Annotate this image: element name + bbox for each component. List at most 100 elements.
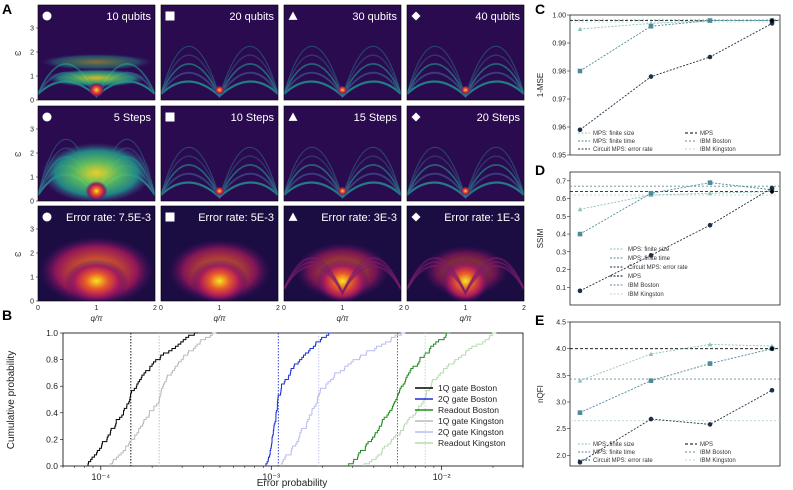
dispersion-arc — [161, 146, 278, 199]
heatmap-label: 20 Steps — [477, 112, 521, 124]
y-tick-label: 0.99 — [552, 41, 566, 48]
panel-label-a: A — [2, 1, 12, 17]
heatmap-label: Error rate: 3E-3 — [321, 212, 397, 224]
q-xlabel: q/π — [213, 314, 226, 323]
legend: MPS: finite size MPS: finite time Circuit … — [610, 247, 688, 298]
legend-entry: MPS: finite size — [593, 442, 635, 448]
dispersion-arc — [284, 45, 401, 98]
y-tick-label: 0.6 — [556, 196, 566, 203]
spectral-glow — [41, 54, 152, 70]
heatmap-frame — [283, 4, 402, 101]
metric-panels: 0.95 0.96 0.97 0.98 0.99 1.00 1-MSE MPS: finite… — [536, 13, 781, 467]
y-tick-label: 0 — [30, 98, 34, 105]
panel-label-e: E — [535, 312, 544, 328]
heatmap-panel: 40 qubits — [406, 4, 525, 101]
square-marker — [165, 112, 175, 122]
cdf-step-line — [265, 332, 333, 466]
y-tick-label: 0 — [30, 199, 34, 206]
heatmap-label: 10 Steps — [231, 112, 275, 124]
spectral-peak — [64, 259, 129, 301]
ylabel: 1-MSE — [536, 73, 545, 97]
heatmap-panel: Error rate: 5E-3 0 1 2 q/π — [159, 205, 280, 323]
series-line — [579, 348, 773, 414]
legend-entry: MPS: finite time — [593, 450, 636, 456]
legend-entry: MPS — [628, 274, 641, 280]
y-tick-label: 0.96 — [552, 125, 566, 132]
y-tick-label: 0.98 — [552, 69, 566, 76]
y-tick-label: 2.5 — [556, 426, 566, 433]
heatmap-frame — [160, 205, 279, 302]
data-point — [707, 222, 713, 228]
x-tick-label: 2 — [153, 305, 157, 312]
spectral-peak — [460, 85, 471, 95]
dispersion-arc — [407, 54, 524, 99]
spectral-glow — [41, 143, 152, 201]
x-tick-label: 1 — [341, 305, 345, 312]
spectral-peak — [88, 82, 105, 98]
data-point — [769, 387, 775, 393]
spectral-peak — [460, 186, 471, 196]
y-tick-label: 0.6 — [46, 381, 58, 391]
heatmap-panel: Error rate: 3E-3 0 1 2 q/π — [282, 205, 403, 323]
legend-entry: Circuit MPS: error rate — [628, 265, 688, 271]
legend: MPS: finite size MPS: finite time Circuit … — [578, 131, 736, 153]
x-tick-label: 1 — [218, 305, 222, 312]
x-tick-label: 0 — [159, 305, 163, 312]
legend-entry: 2Q gate Boston — [438, 394, 497, 404]
series-line — [579, 191, 773, 210]
legend-entry: MPS: finite time — [593, 139, 636, 145]
legend-entry: IBM Boston — [700, 450, 731, 456]
cdf-step-line — [348, 332, 451, 466]
legend-entry: Circuit MPS: error rate — [593, 147, 653, 153]
legend-entry: Readout Kingston — [438, 438, 506, 448]
x-tick-label: 10⁻² — [433, 472, 451, 482]
legend-entry: MPS — [700, 442, 713, 448]
data-point — [577, 127, 583, 133]
y-tick-label: 3 — [30, 127, 34, 134]
dispersion-arc — [161, 54, 278, 99]
dispersion-arc — [407, 257, 524, 296]
x-tick-label: 10⁻³ — [262, 472, 280, 482]
data-point — [648, 416, 654, 422]
y-tick-label: 0.5 — [556, 214, 566, 221]
heatmap-panel: Error rate: 7.5E-3 0 1 2 3 ω 0 1 2 q/π — [15, 205, 157, 323]
y-tick-label: 1.00 — [552, 13, 566, 20]
data-point — [648, 190, 654, 196]
reference-marker — [769, 346, 775, 352]
heatmap-frame — [283, 105, 402, 202]
y-tick-label: 0.95 — [552, 153, 566, 160]
legend-entry: MPS: finite size — [628, 247, 670, 253]
heatmap-frame — [37, 4, 156, 101]
data-point — [648, 23, 654, 29]
heatmap-panel: 10 qubits 0 1 2 3 ω — [15, 4, 156, 105]
dispersion-arc — [407, 45, 524, 98]
metric-chart: 0.95 0.96 0.97 0.98 0.99 1.00 1-MSE MPS: finite… — [536, 13, 781, 160]
plot-frame — [569, 14, 781, 156]
dispersion-arc — [284, 54, 401, 99]
q-xlabel: q/π — [90, 314, 103, 323]
series-line — [579, 20, 772, 30]
heatmap-label: 5 Steps — [114, 112, 152, 124]
plot-frame — [569, 171, 781, 306]
heatmap-frame — [406, 4, 525, 101]
triangle-marker — [288, 112, 298, 121]
diamond-marker — [411, 212, 421, 222]
legend: MPS: finite size MPS: finite time Circuit … — [578, 442, 736, 464]
data-point — [577, 410, 583, 415]
cdf-step-line — [87, 332, 199, 466]
spectral-peak — [337, 85, 348, 95]
heatmap-label: Error rate: 5E-3 — [198, 212, 274, 224]
panel-label-b: B — [2, 307, 12, 323]
series-line — [579, 20, 772, 72]
legend-entry: IBM Boston — [700, 139, 731, 145]
y-tick-label: 0.0 — [46, 461, 58, 471]
ylabel: SSIM — [536, 228, 545, 248]
data-point — [577, 231, 583, 237]
x-tick-label: 1 — [464, 305, 468, 312]
cdf-plot-frame — [62, 332, 524, 467]
legend-entry: IBM Kingston — [700, 458, 736, 464]
spectral-peak — [85, 181, 108, 201]
x-tick-label: 2 — [522, 305, 526, 312]
data-point — [707, 361, 713, 366]
